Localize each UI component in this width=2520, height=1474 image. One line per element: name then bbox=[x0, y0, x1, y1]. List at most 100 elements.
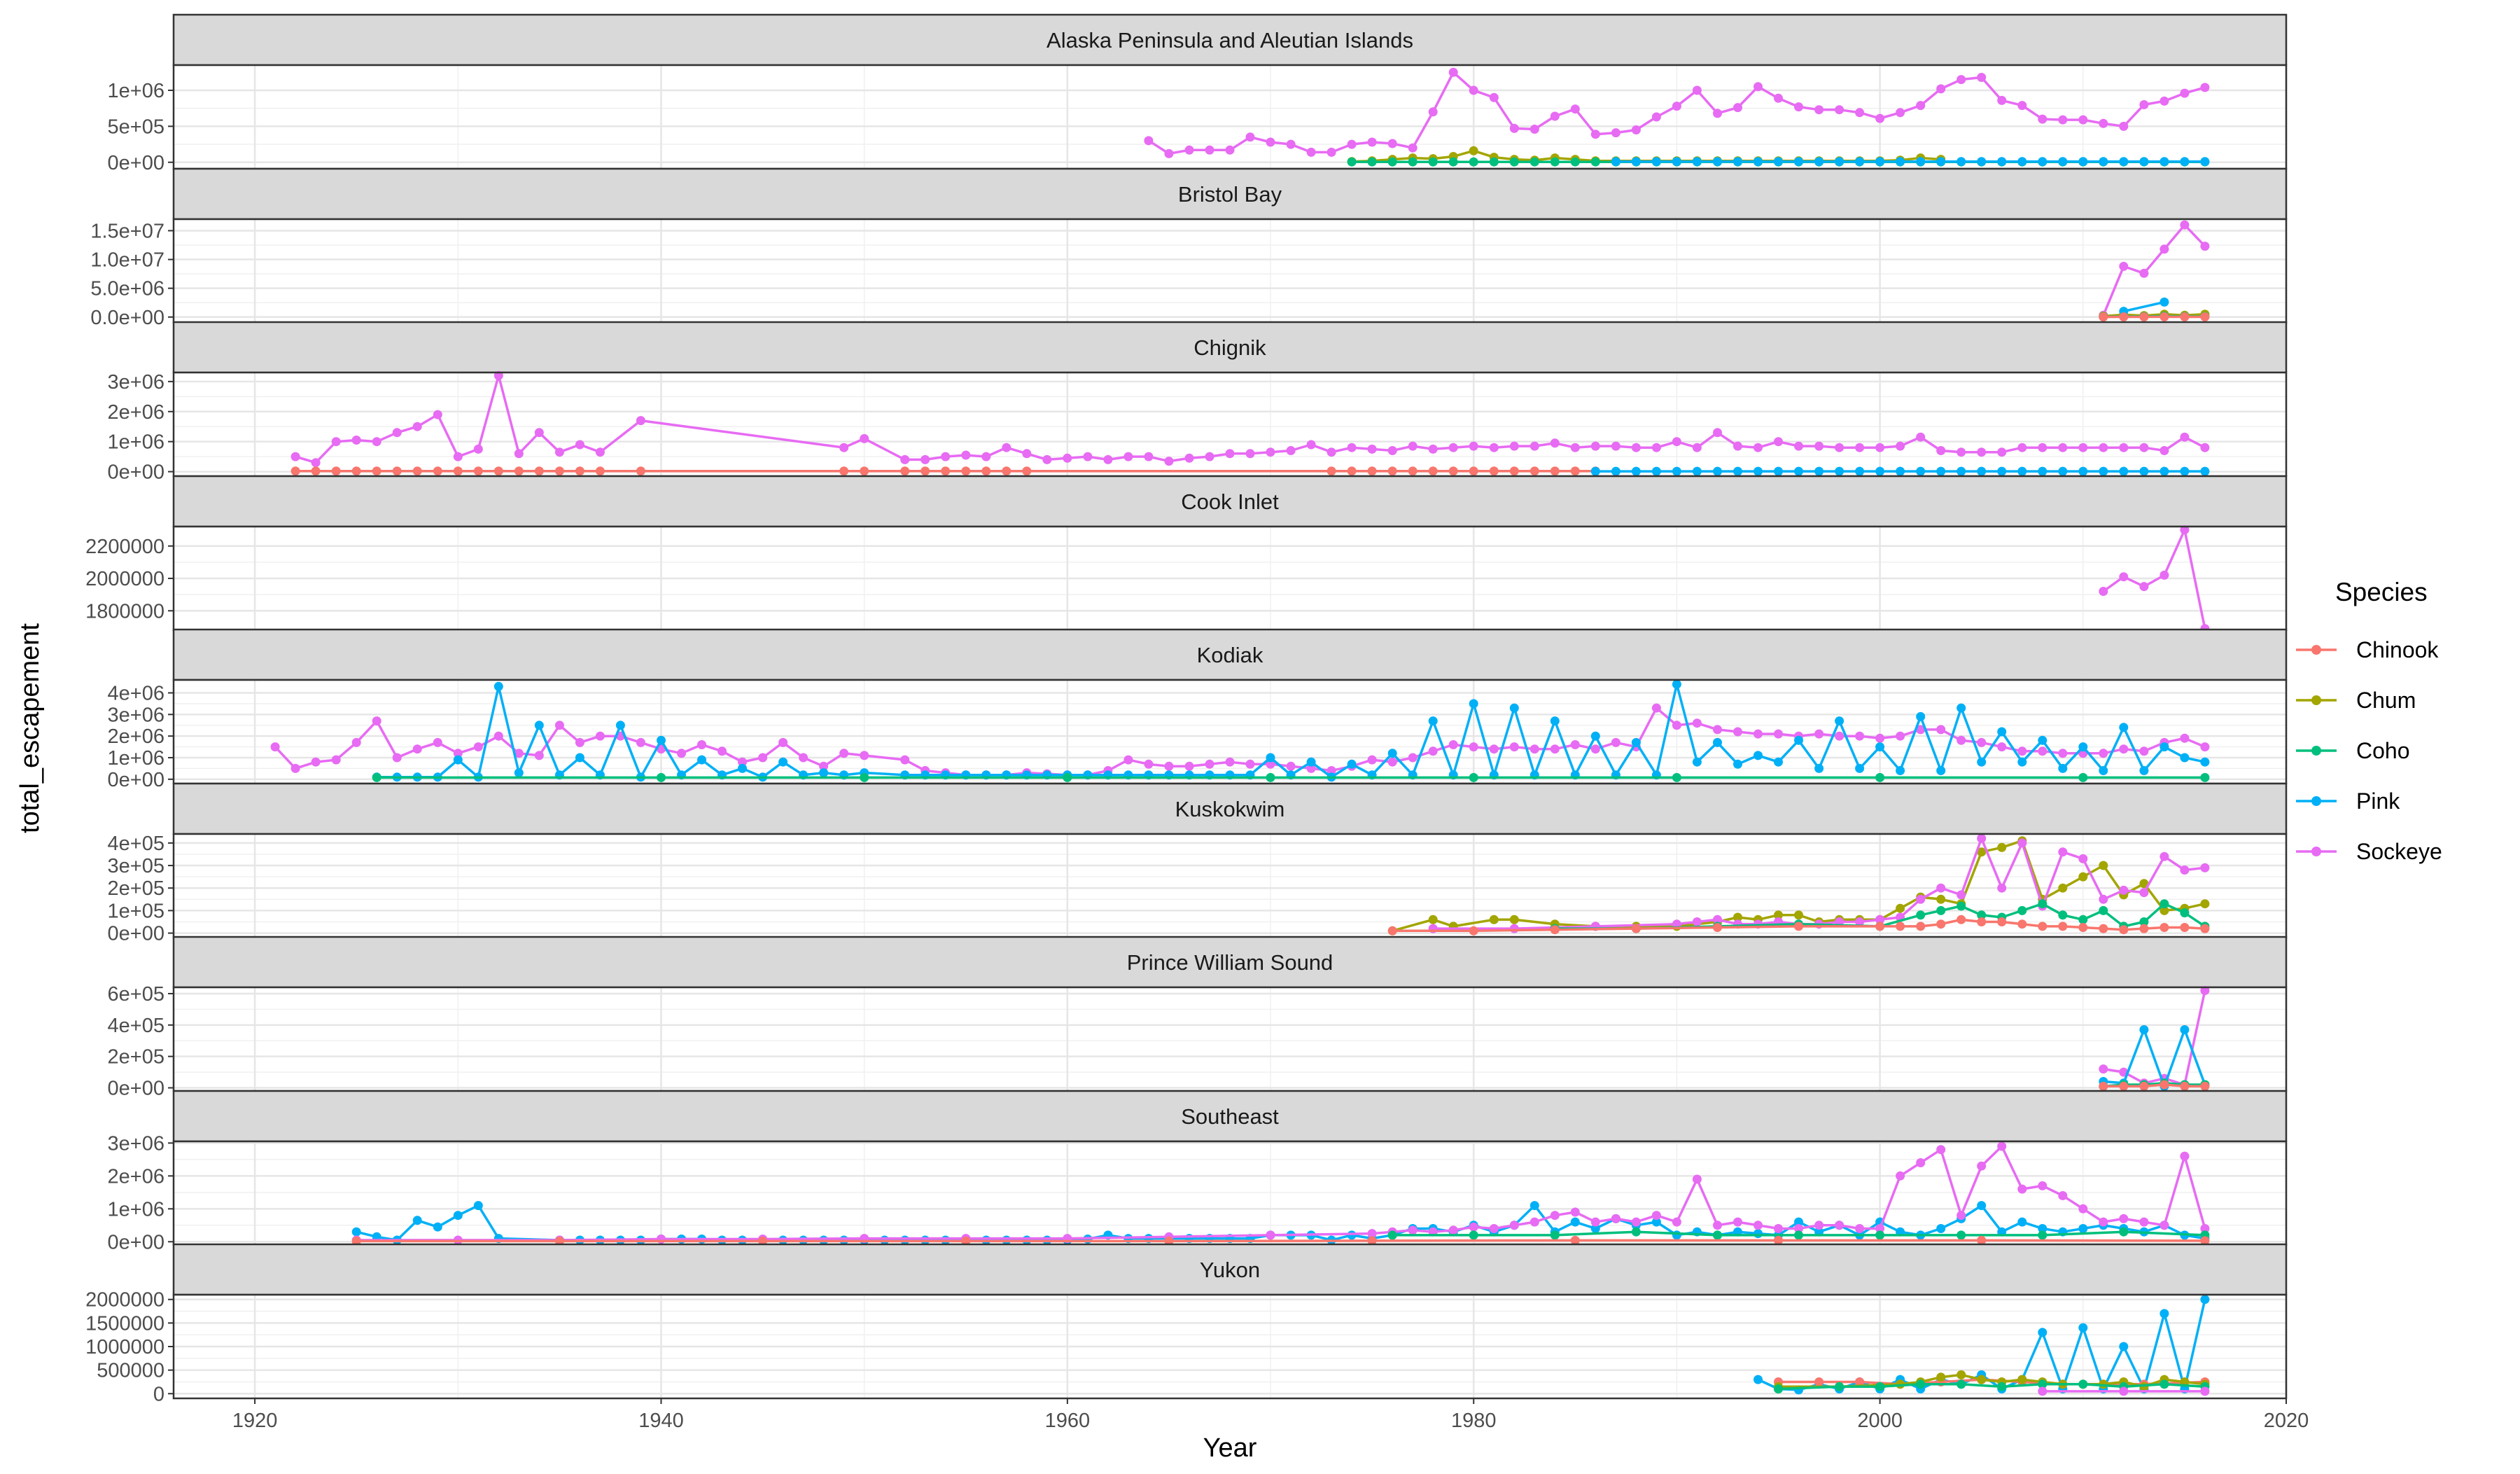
data-point-coho bbox=[1469, 1230, 1478, 1239]
data-point-pink bbox=[1997, 467, 2006, 476]
data-point-sockeye bbox=[1754, 730, 1763, 739]
data-point-pink bbox=[1977, 467, 1986, 476]
data-point-sockeye bbox=[1550, 744, 1560, 753]
data-point-sockeye bbox=[1368, 756, 1377, 765]
data-point-chum bbox=[1977, 1375, 1986, 1384]
data-point-chum bbox=[1936, 1372, 1945, 1382]
data-point-sockeye bbox=[2099, 895, 2108, 904]
data-point-pink bbox=[2180, 157, 2189, 166]
data-point-chinook bbox=[2099, 312, 2108, 321]
data-point-sockeye bbox=[2160, 446, 2169, 455]
data-point-pink bbox=[1936, 766, 1945, 775]
y-tick-label-prince-william-sound: 0e+00 bbox=[108, 1078, 164, 1100]
data-point-sockeye bbox=[2017, 838, 2026, 847]
data-point-sockeye bbox=[332, 756, 341, 765]
data-point-sockeye bbox=[1936, 884, 1945, 893]
data-point-coho bbox=[1672, 773, 1681, 782]
data-point-pink bbox=[1977, 758, 1986, 767]
data-point-pink bbox=[1835, 157, 1844, 166]
legend-label-coho: Coho bbox=[2356, 738, 2410, 763]
data-point-sockeye bbox=[2078, 116, 2087, 125]
data-point-sockeye bbox=[2180, 734, 2189, 743]
data-point-pink bbox=[2119, 467, 2128, 476]
data-point-pink bbox=[1733, 157, 1742, 166]
data-point-coho bbox=[1916, 910, 1925, 919]
data-point-sockeye bbox=[2119, 572, 2128, 581]
data-point-sockeye bbox=[514, 449, 524, 458]
data-point-pink bbox=[616, 721, 625, 730]
y-tick-label-cook-inlet: 2200000 bbox=[85, 536, 164, 558]
data-point-sockeye bbox=[393, 753, 402, 763]
data-point-sockeye bbox=[1205, 146, 1214, 155]
data-point-pink bbox=[2017, 1218, 2026, 1227]
data-point-sockeye bbox=[1896, 442, 1905, 451]
data-point-sockeye bbox=[1997, 96, 2006, 105]
data-point-chinook bbox=[2119, 925, 2128, 934]
data-point-sockeye bbox=[1164, 762, 1173, 771]
data-point-sockeye bbox=[636, 738, 645, 747]
data-point-pink bbox=[778, 758, 788, 767]
data-point-coho bbox=[2058, 910, 2067, 919]
data-point-chinook bbox=[2119, 1082, 2128, 1091]
data-point-sockeye bbox=[1956, 890, 1966, 899]
data-point-sockeye bbox=[1368, 138, 1377, 147]
data-point-pink bbox=[2078, 157, 2087, 166]
y-tick-label-kodiak: 2e+06 bbox=[108, 725, 164, 748]
legend-label-pink: Pink bbox=[2356, 788, 2400, 814]
data-point-sockeye bbox=[2099, 749, 2108, 758]
data-point-pink bbox=[2180, 467, 2189, 476]
data-point-pink bbox=[1875, 467, 1884, 476]
data-point-chinook bbox=[1875, 922, 1884, 931]
data-point-chinook bbox=[2200, 312, 2209, 321]
data-point-sockeye bbox=[1144, 136, 1153, 145]
data-point-pink bbox=[1794, 467, 1803, 476]
data-point-sockeye bbox=[1226, 449, 1235, 458]
facet-title-bristol-bay: Bristol Bay bbox=[1178, 182, 1282, 207]
panel-background-prince-william-sound bbox=[174, 987, 2286, 1091]
data-point-coho bbox=[1388, 1230, 1397, 1239]
data-point-pink bbox=[454, 756, 463, 765]
data-point-sockeye bbox=[1266, 447, 1275, 457]
data-point-sockeye bbox=[677, 749, 686, 758]
data-point-pink bbox=[2119, 157, 2128, 166]
data-point-pink bbox=[1936, 1224, 1945, 1233]
data-point-sockeye bbox=[1956, 736, 1966, 745]
data-point-sockeye bbox=[2180, 89, 2189, 98]
data-point-pink bbox=[1916, 157, 1925, 166]
data-point-pink bbox=[2038, 157, 2047, 166]
data-point-pink bbox=[2139, 467, 2148, 476]
data-point-chinook bbox=[1530, 466, 1539, 475]
data-point-chinook bbox=[2200, 1082, 2209, 1091]
data-point-chum bbox=[2017, 1375, 2026, 1384]
data-point-sockeye bbox=[2017, 101, 2026, 110]
y-tick-label-yukon: 2000000 bbox=[85, 1289, 164, 1312]
data-point-pink bbox=[1956, 467, 1966, 476]
data-point-sockeye bbox=[1835, 1221, 1844, 1230]
data-point-sockeye bbox=[1449, 1225, 1458, 1235]
panel-background-bristol-bay bbox=[174, 219, 2286, 323]
data-point-coho bbox=[1632, 1228, 1641, 1237]
data-point-pink bbox=[2119, 723, 2128, 732]
data-point-coho bbox=[1266, 773, 1275, 782]
data-point-pink bbox=[2078, 742, 2087, 751]
data-point-sockeye bbox=[1997, 742, 2006, 751]
data-point-chinook bbox=[1022, 466, 1031, 475]
data-point-pink bbox=[1713, 738, 1722, 747]
data-point-sockeye bbox=[1814, 730, 1823, 739]
facet-title-chignik: Chignik bbox=[1194, 335, 1266, 360]
data-point-chinook bbox=[1956, 915, 1966, 924]
data-point-sockeye bbox=[1997, 884, 2006, 893]
data-point-coho bbox=[1429, 158, 1438, 167]
data-point-chum bbox=[1956, 1370, 1966, 1379]
data-point-sockeye bbox=[2200, 1386, 2209, 1396]
data-point-sockeye bbox=[2099, 443, 2108, 452]
data-point-sockeye bbox=[1652, 443, 1661, 452]
data-point-sockeye bbox=[1733, 442, 1742, 451]
data-point-sockeye bbox=[474, 742, 483, 751]
data-point-chinook bbox=[372, 466, 382, 475]
data-point-sockeye bbox=[1348, 443, 1357, 452]
data-point-chinook bbox=[2139, 1082, 2148, 1091]
data-point-sockeye bbox=[1571, 740, 1580, 749]
data-point-sockeye bbox=[1835, 732, 1844, 741]
